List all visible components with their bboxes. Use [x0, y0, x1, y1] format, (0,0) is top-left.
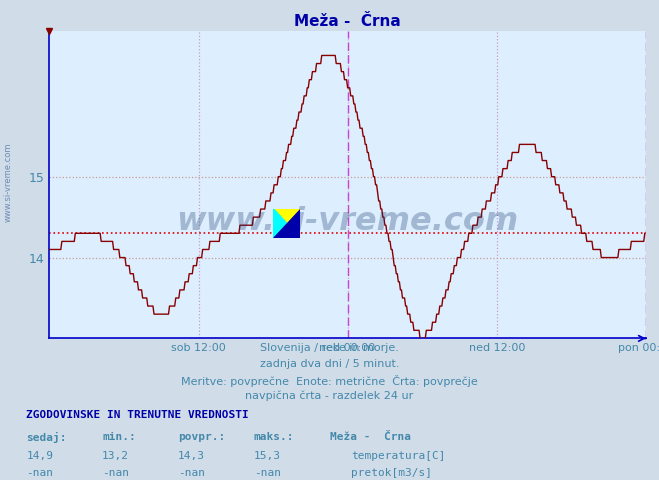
Text: maks.:: maks.:: [254, 432, 294, 442]
Polygon shape: [273, 209, 300, 238]
Text: 14,3: 14,3: [178, 451, 205, 461]
Text: -nan: -nan: [254, 468, 281, 478]
Text: min.:: min.:: [102, 432, 136, 442]
Text: Meža -  Črna: Meža - Črna: [330, 432, 411, 442]
Text: 15,3: 15,3: [254, 451, 281, 461]
Text: -nan: -nan: [178, 468, 205, 478]
Text: Slovenija / reke in morje.: Slovenija / reke in morje.: [260, 343, 399, 353]
Text: -nan: -nan: [26, 468, 53, 478]
Text: -nan: -nan: [102, 468, 129, 478]
Text: navpična črta - razdelek 24 ur: navpična črta - razdelek 24 ur: [245, 391, 414, 401]
Text: zadnja dva dni / 5 minut.: zadnja dva dni / 5 minut.: [260, 359, 399, 369]
Text: Meritve: povprečne  Enote: metrične  Črta: povprečje: Meritve: povprečne Enote: metrične Črta:…: [181, 375, 478, 387]
Text: pretok[m3/s]: pretok[m3/s]: [351, 468, 432, 478]
Text: 13,2: 13,2: [102, 451, 129, 461]
Text: temperatura[C]: temperatura[C]: [351, 451, 445, 461]
Text: 14,9: 14,9: [26, 451, 53, 461]
Text: sedaj:: sedaj:: [26, 432, 67, 443]
Text: ZGODOVINSKE IN TRENUTNE VREDNOSTI: ZGODOVINSKE IN TRENUTNE VREDNOSTI: [26, 410, 249, 420]
Text: www.si-vreme.com: www.si-vreme.com: [3, 143, 13, 222]
Title: Meža -  Črna: Meža - Črna: [295, 13, 401, 29]
Text: www.si-vreme.com: www.si-vreme.com: [177, 206, 519, 237]
Polygon shape: [273, 209, 300, 238]
Text: povpr.:: povpr.:: [178, 432, 225, 442]
